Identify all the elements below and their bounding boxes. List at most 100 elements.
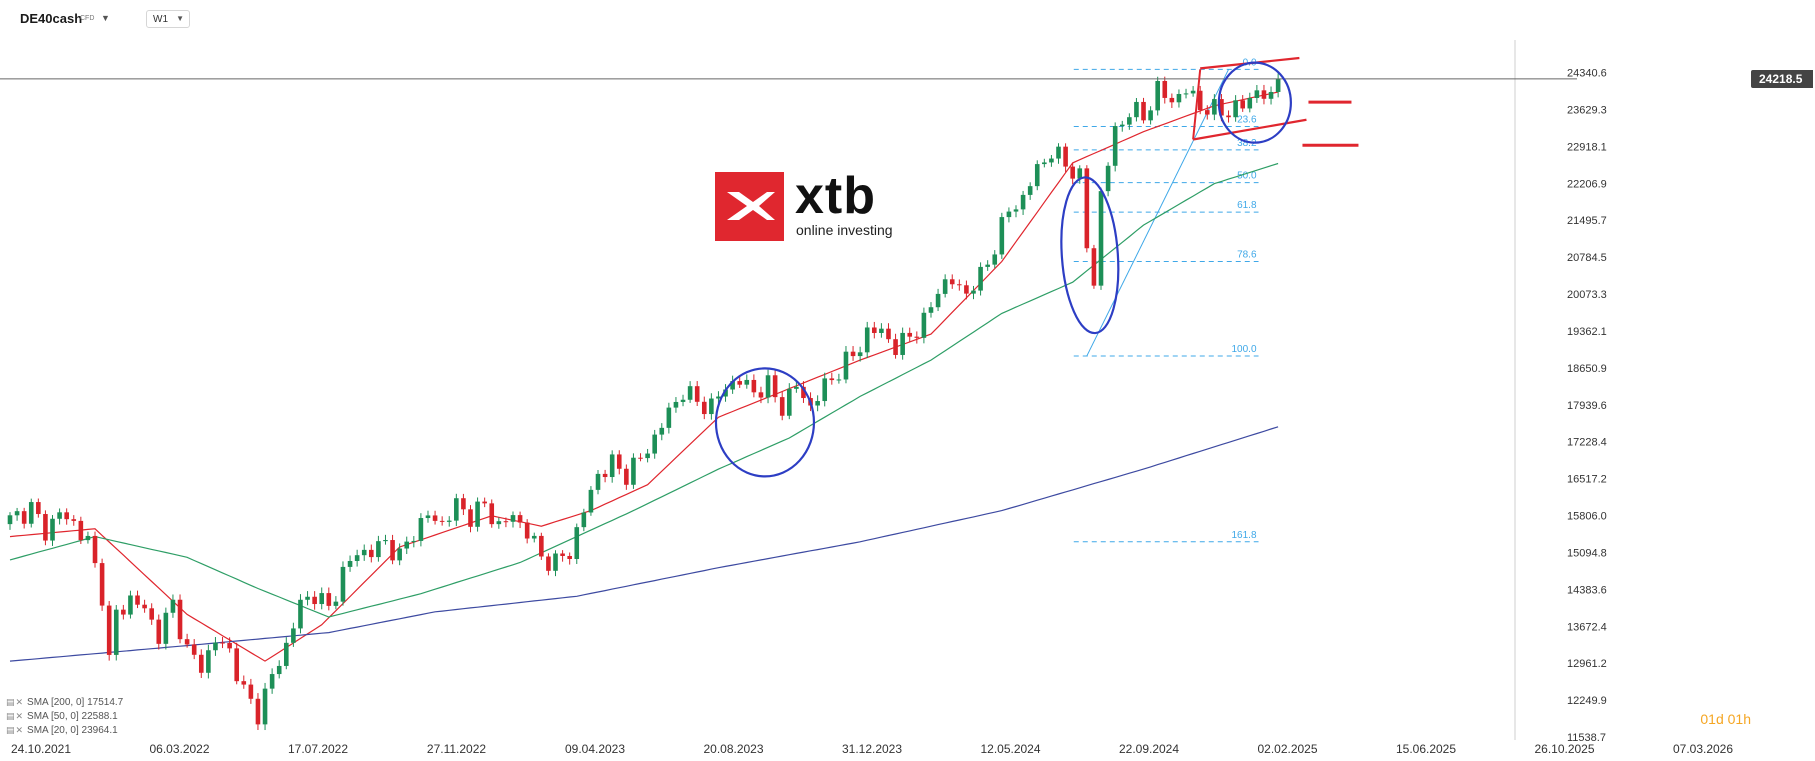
candle-body	[1134, 101, 1139, 118]
candle-body	[1254, 90, 1260, 99]
candle-body	[886, 328, 891, 340]
fib-level-label: 61.8	[1237, 200, 1257, 211]
y-tick-label: 23629.3	[1567, 104, 1607, 116]
candle-body	[206, 650, 211, 673]
fib-level-label: 23.6	[1237, 115, 1257, 126]
candle-body	[234, 648, 240, 682]
x-tick-label: 26.10.2025	[1534, 742, 1594, 756]
candle-body	[1006, 211, 1012, 218]
x-tick-label: 07.03.2026	[1673, 742, 1733, 756]
candle-body	[454, 498, 459, 521]
candle-body	[7, 515, 13, 525]
candle-body	[1268, 91, 1274, 99]
candle-body	[638, 457, 643, 459]
candle-body	[978, 266, 983, 291]
candle-body	[1020, 194, 1026, 210]
candle-body	[900, 332, 905, 355]
candle-body	[1070, 166, 1075, 179]
candle-body	[432, 515, 438, 521]
candle-body	[1169, 97, 1175, 103]
candle-body	[184, 639, 190, 645]
candle-body	[1240, 100, 1246, 109]
candle-body	[1212, 99, 1217, 115]
candle-body	[1042, 162, 1047, 165]
candle-body	[553, 553, 558, 571]
candle-body	[957, 284, 962, 286]
highlight-ellipse-2025	[1060, 176, 1120, 335]
candle-body	[248, 684, 254, 699]
candle-body	[220, 642, 225, 644]
symbol-name[interactable]: DE40cash	[20, 11, 83, 26]
candle-body	[135, 595, 140, 605]
candle-body	[999, 217, 1005, 255]
candle-body	[751, 379, 757, 393]
candle-body	[567, 555, 572, 560]
candle-body	[616, 454, 622, 469]
logo-tagline: online investing	[796, 222, 893, 238]
legend-sma-200[interactable]: ▤✕ SMA [200, 0] 17514.7	[6, 697, 123, 708]
x-tick-label: 09.04.2023	[565, 742, 625, 756]
candle-body	[262, 688, 268, 725]
candle-body	[1197, 90, 1203, 111]
candle-body	[92, 535, 98, 564]
candle-body	[397, 548, 402, 561]
candle-body	[949, 279, 955, 285]
candle-body	[1155, 81, 1160, 111]
candle-body	[517, 515, 523, 523]
candle-body	[1098, 191, 1104, 286]
candle-timer: 01d 01h	[1700, 711, 1751, 727]
candle-body	[298, 599, 303, 629]
candle-body	[1105, 165, 1111, 192]
candle-body	[128, 595, 133, 615]
candle-body	[786, 388, 792, 416]
candle-body	[539, 535, 544, 557]
candle-body	[914, 336, 920, 338]
candle-body	[794, 386, 799, 389]
candle-body	[468, 509, 473, 527]
candle-body	[581, 512, 587, 528]
sma-line	[9, 91, 1279, 662]
timeframe-value: W1	[153, 14, 168, 25]
candle-body	[631, 457, 636, 485]
candle-body	[28, 502, 34, 524]
candle-body	[666, 407, 672, 428]
candle-body	[1261, 90, 1267, 99]
candle-body	[1049, 158, 1054, 163]
candle-body	[198, 654, 204, 673]
candle-body	[971, 290, 976, 294]
candle-body	[326, 593, 332, 606]
timeframe-select[interactable]: W1 ▼	[146, 10, 190, 28]
candle-body	[864, 327, 870, 353]
candle-body	[106, 605, 112, 655]
candle-body	[801, 386, 806, 399]
legend-sma-20[interactable]: ▤✕ SMA [20, 0] 23964.1	[6, 725, 118, 736]
y-tick-label: 13672.4	[1567, 621, 1607, 633]
chevron-down-icon[interactable]: ▼	[101, 13, 110, 23]
x-tick-label: 15.06.2025	[1396, 742, 1456, 756]
x-tick-label: 27.11.2022	[427, 742, 486, 756]
x-tick-label: 17.07.2022	[288, 742, 348, 756]
candle-body	[156, 619, 162, 644]
candle-body	[843, 351, 849, 380]
candle-body	[836, 379, 842, 381]
candle-body	[1112, 126, 1118, 166]
chevron-down-icon: ▼	[176, 14, 184, 23]
candle-body	[574, 527, 580, 560]
candle-body	[709, 398, 714, 415]
legend-sma-50[interactable]: ▤✕ SMA [50, 0] 22588.1	[6, 711, 118, 722]
channel-left-edge	[1192, 69, 1202, 140]
chart-toolbar: DE40cash CFD ▼ W1 ▼	[0, 0, 1815, 34]
candle-body	[701, 401, 707, 415]
candle-body	[347, 560, 353, 567]
fib-level-label: 50.0	[1237, 171, 1257, 182]
legend-sma-200-label: SMA [200, 0] 17514.7	[27, 697, 124, 708]
candle-body	[411, 540, 417, 542]
candle-body	[822, 378, 828, 402]
candle-body	[1027, 186, 1033, 195]
candle-body	[1190, 90, 1196, 94]
candle-body	[815, 401, 820, 406]
candle-body	[531, 535, 537, 539]
candle-body	[227, 642, 232, 649]
candle-body	[1183, 93, 1189, 95]
